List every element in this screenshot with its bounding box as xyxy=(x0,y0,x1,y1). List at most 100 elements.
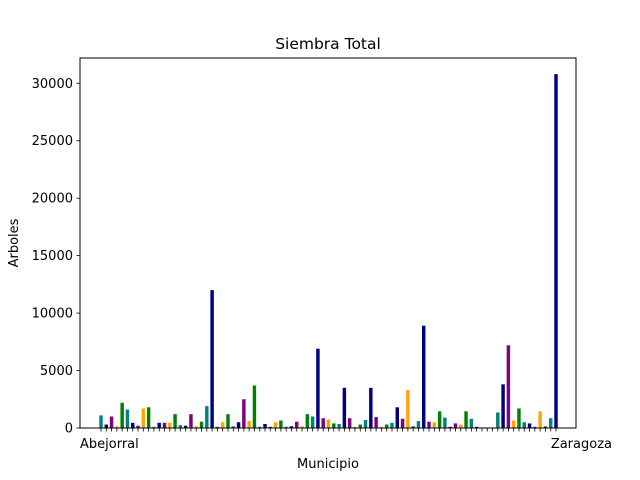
bar xyxy=(511,420,516,428)
bar xyxy=(469,418,474,428)
bar xyxy=(136,425,140,428)
bar xyxy=(247,421,251,428)
x-tick-label-last: Zaragoza xyxy=(551,437,612,452)
bar xyxy=(326,419,331,428)
y-tick-label: 30000 xyxy=(32,77,73,92)
plot-frame xyxy=(79,57,577,429)
bar xyxy=(506,345,511,428)
bar xyxy=(453,423,458,428)
bar xyxy=(337,423,341,428)
bar xyxy=(131,422,135,428)
bar xyxy=(538,411,542,428)
bar xyxy=(517,408,521,428)
bar xyxy=(395,407,399,428)
bar xyxy=(543,426,548,428)
bar xyxy=(295,421,299,428)
bar xyxy=(226,414,230,428)
bar xyxy=(548,418,553,428)
bar xyxy=(109,416,114,428)
bar xyxy=(242,399,246,428)
bar xyxy=(427,421,431,428)
bar xyxy=(215,426,220,428)
bar xyxy=(284,426,288,428)
y-tick-label: 15000 xyxy=(32,249,73,264)
bar xyxy=(379,426,384,428)
bar xyxy=(231,426,235,428)
bar xyxy=(125,409,130,428)
x-axis-label: Municipio xyxy=(297,457,359,472)
bar xyxy=(194,426,198,428)
bar xyxy=(310,416,315,428)
y-tick-label: 5000 xyxy=(40,364,73,379)
bar xyxy=(220,422,225,428)
bar xyxy=(448,426,452,428)
bar xyxy=(263,423,267,428)
bar xyxy=(99,415,103,428)
bar xyxy=(459,424,463,428)
y-tick-label: 10000 xyxy=(32,307,73,322)
bar xyxy=(279,420,283,428)
bar xyxy=(358,424,362,428)
y-tick-label: 25000 xyxy=(32,134,73,149)
bar xyxy=(474,426,479,428)
bar xyxy=(390,422,394,428)
bar xyxy=(146,407,151,428)
bar xyxy=(162,422,167,428)
bar xyxy=(347,418,352,428)
y-tick-label: 0 xyxy=(65,422,73,437)
bar xyxy=(522,422,526,428)
bar xyxy=(443,417,447,428)
bar xyxy=(236,422,241,428)
bar xyxy=(199,421,204,428)
bars-group xyxy=(99,74,558,432)
bar xyxy=(289,426,294,428)
bar xyxy=(464,411,468,428)
bar xyxy=(437,411,442,428)
bar xyxy=(210,290,214,428)
bar xyxy=(115,426,119,428)
bar xyxy=(554,74,558,428)
bar xyxy=(353,426,357,428)
bar xyxy=(374,417,378,428)
bar xyxy=(205,406,209,428)
bar xyxy=(501,384,505,428)
bar xyxy=(342,387,347,428)
chart-title: Siembra Total xyxy=(275,35,381,53)
bar xyxy=(178,425,183,428)
bar xyxy=(316,348,320,428)
bar xyxy=(527,423,532,428)
x-tick-label-first: Abejorral xyxy=(80,437,139,452)
bar xyxy=(369,387,373,428)
bar xyxy=(173,414,177,428)
bar xyxy=(104,424,109,428)
y-axis-label: Arboles xyxy=(7,218,22,267)
bar xyxy=(406,390,410,428)
bar xyxy=(422,325,426,428)
bar xyxy=(305,414,310,428)
bar xyxy=(416,421,421,428)
bar xyxy=(157,422,161,428)
bar xyxy=(141,408,146,428)
bar xyxy=(183,425,188,428)
x-axis: Abejorral Zaragoza xyxy=(80,437,612,452)
bar xyxy=(321,418,325,428)
bar xyxy=(300,426,304,428)
bar xyxy=(120,402,124,428)
y-axis: 0 5000 10000 15000 20000 25000 30000 xyxy=(32,77,80,437)
bar xyxy=(384,424,389,428)
bar xyxy=(432,422,437,428)
bar xyxy=(168,422,172,428)
bar xyxy=(258,426,262,428)
bar xyxy=(273,422,278,428)
bar xyxy=(496,412,500,428)
bar xyxy=(268,426,273,428)
y-tick-label: 20000 xyxy=(32,192,73,207)
bar xyxy=(363,419,368,428)
bar xyxy=(411,426,415,428)
bar xyxy=(189,414,193,428)
bar xyxy=(252,385,257,428)
bar xyxy=(152,426,156,428)
bar xyxy=(332,423,336,428)
